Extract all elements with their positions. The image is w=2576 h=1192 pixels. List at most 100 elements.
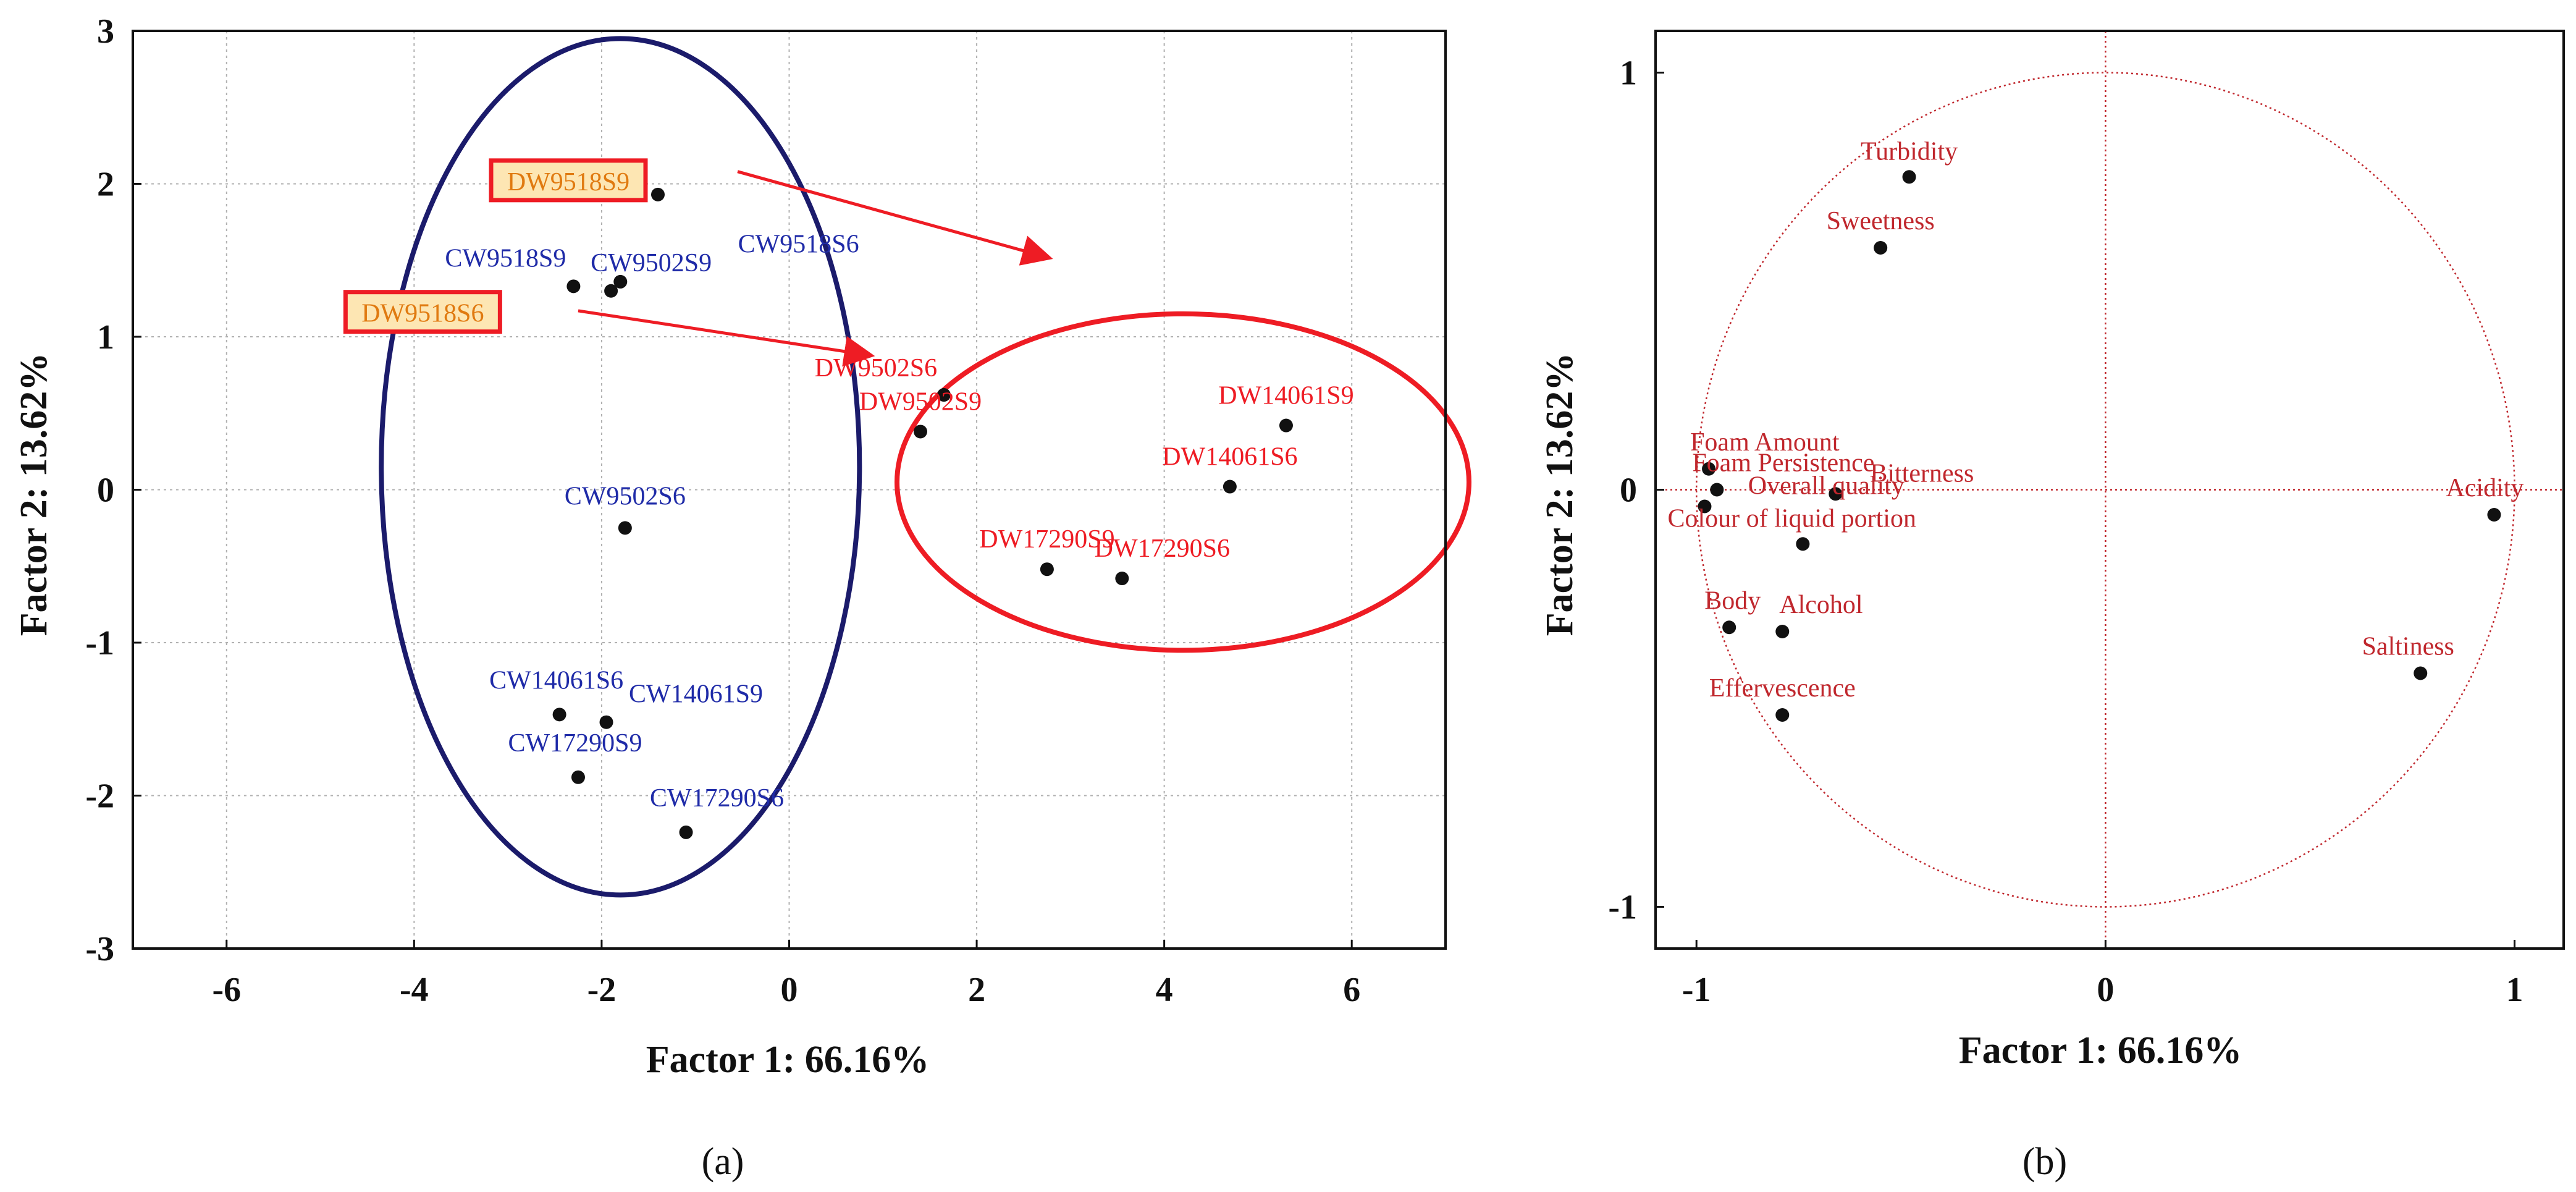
x-tick-label: 2 [968, 971, 985, 1009]
data-point [571, 770, 585, 784]
point-label: CW9518S6 [738, 230, 859, 259]
x-tick-label: 6 [1343, 971, 1360, 1009]
point-label: CW9502S9 [591, 249, 712, 277]
data-point [651, 187, 665, 201]
highlight-box [343, 290, 502, 334]
y-tick-label: 2 [97, 166, 114, 204]
variable-label: Bitterness [1870, 459, 1974, 488]
panel-a-ellipses [379, 36, 1471, 898]
y-tick-label: 3 [97, 12, 114, 51]
panel-a-point-labels: DW9518S9 DW9518S6 CW9518S9 CW9502S9 CW9518S6… [343, 158, 1354, 813]
x-tick-label: -2 [587, 971, 617, 1009]
y-tick-label: 0 [1620, 471, 1637, 510]
panel-b-frame [1654, 30, 2565, 950]
data-point [1115, 572, 1129, 586]
x-tick-label: 1 [2506, 971, 2523, 1009]
highlight-arrow [578, 309, 875, 367]
data-point [679, 825, 693, 839]
y-tick-label: -1 [1608, 889, 1637, 927]
panel-b-y-axis-label: Factor 2: 13.62% [1539, 353, 1581, 636]
variable-label: Saltiness [2362, 633, 2454, 661]
point-label: CW9502S6 [565, 482, 686, 510]
point-label: CW14061S6 [489, 666, 623, 695]
variable-label: Effervescence [1709, 674, 1856, 703]
panel-b-points [1698, 170, 2501, 722]
panel-a-x-axis-label: Factor 1: 66.16% [646, 1039, 930, 1081]
variable-label: Acidity [2446, 474, 2523, 502]
variable-label: Body [1704, 586, 1761, 615]
variable-point [1874, 241, 1888, 255]
variable-label: Foam Amount [1690, 428, 1840, 457]
variable-label: Overall quality [1748, 471, 1905, 500]
panel-a-y-axis-label: Factor 2: 13.62% [13, 353, 55, 636]
point-label: CW17290S6 [650, 784, 784, 813]
data-point [599, 715, 613, 729]
x-tick-label: 0 [781, 971, 798, 1009]
variable-label: Foam Persistence [1692, 449, 1874, 478]
variable-point [1796, 537, 1810, 551]
variable-point [1829, 487, 1843, 501]
variable-label: Alcohol [1779, 591, 1863, 619]
panel-b-unit-circle [1656, 31, 2564, 949]
x-tick-label: -4 [400, 971, 429, 1009]
highlight-label: DW9518S6 [361, 300, 484, 328]
variable-point [1775, 708, 1790, 722]
variable-label: Sweetness [1827, 207, 1935, 235]
data-point [618, 521, 632, 535]
panel-a-frame [132, 30, 1447, 950]
panel-b-tick-labels: -1 0 1 -1 0 1 [1608, 54, 2523, 1010]
variable-point [1775, 625, 1790, 638]
data-point [914, 425, 927, 439]
y-tick-label: -2 [85, 777, 114, 816]
variable-point [1722, 620, 1736, 635]
point-label: DW17290S9 [979, 525, 1114, 554]
variable-label: Turbidity [1861, 137, 1958, 166]
point-label: DW17290S6 [1095, 535, 1230, 563]
panel-b-loading-plot: -1 0 1 -1 0 1 Turbidity Sweetness Foam AmountFo… [1539, 30, 2565, 1183]
data-point [1223, 480, 1237, 494]
panel-b-label: (b) [2022, 1141, 2067, 1183]
point-label: DW14061S6 [1162, 443, 1297, 471]
panel-a-tick-labels: -6 -4 -2 0 2 4 6 -3 -2 -1 0 1 2 3 [85, 12, 1360, 1009]
variable-point [1710, 483, 1724, 497]
variable-point [2414, 666, 2428, 680]
data-point [552, 708, 566, 722]
point-label: DW9502S9 [859, 387, 982, 416]
x-tick-label: -6 [212, 971, 241, 1009]
y-tick-label: 0 [97, 471, 114, 510]
x-tick-label: 0 [2097, 971, 2114, 1009]
data-point [613, 274, 628, 289]
panel-a-arrows [578, 170, 1053, 367]
panel-a-grid [133, 30, 1446, 949]
x-tick-label: 4 [1156, 971, 1173, 1009]
y-tick-label: -1 [85, 624, 114, 662]
panel-b-x-axis-label: Factor 1: 66.16% [1959, 1029, 2242, 1072]
point-label: CW14061S9 [629, 680, 763, 709]
panel-a-label: (a) [702, 1141, 744, 1183]
variable-point [1702, 462, 1716, 476]
highlight-arrow [737, 170, 1053, 266]
variable-point [1698, 499, 1712, 514]
panel-a-score-plot: -6 -4 -2 0 2 4 6 -3 -2 -1 0 1 2 3 DW9518S9 DW9518S6 CW9… [13, 12, 1471, 1183]
data-point [566, 279, 581, 294]
data-point [937, 388, 951, 402]
highlight-label: DW9518S9 [507, 168, 629, 197]
point-label: DW9502S6 [815, 354, 937, 383]
dw-cluster-ellipse [894, 311, 1471, 653]
point-label: CW17290S9 [508, 729, 642, 758]
x-tick-label: -1 [1682, 971, 1711, 1009]
y-tick-label: 1 [97, 318, 114, 357]
variable-point [1902, 170, 1916, 184]
variable-point [2487, 508, 2501, 522]
data-point [1279, 418, 1293, 433]
data-point [604, 284, 618, 298]
variable-label: Colour of liquid portion [1667, 505, 1916, 533]
y-tick-label: -3 [85, 930, 114, 968]
data-point [1040, 562, 1054, 577]
highlight-box [489, 158, 648, 203]
point-label: CW9518S9 [445, 244, 566, 273]
point-label: DW14061S9 [1218, 382, 1353, 410]
cw-cluster-ellipse [379, 36, 862, 898]
y-tick-label: 1 [1620, 54, 1637, 93]
